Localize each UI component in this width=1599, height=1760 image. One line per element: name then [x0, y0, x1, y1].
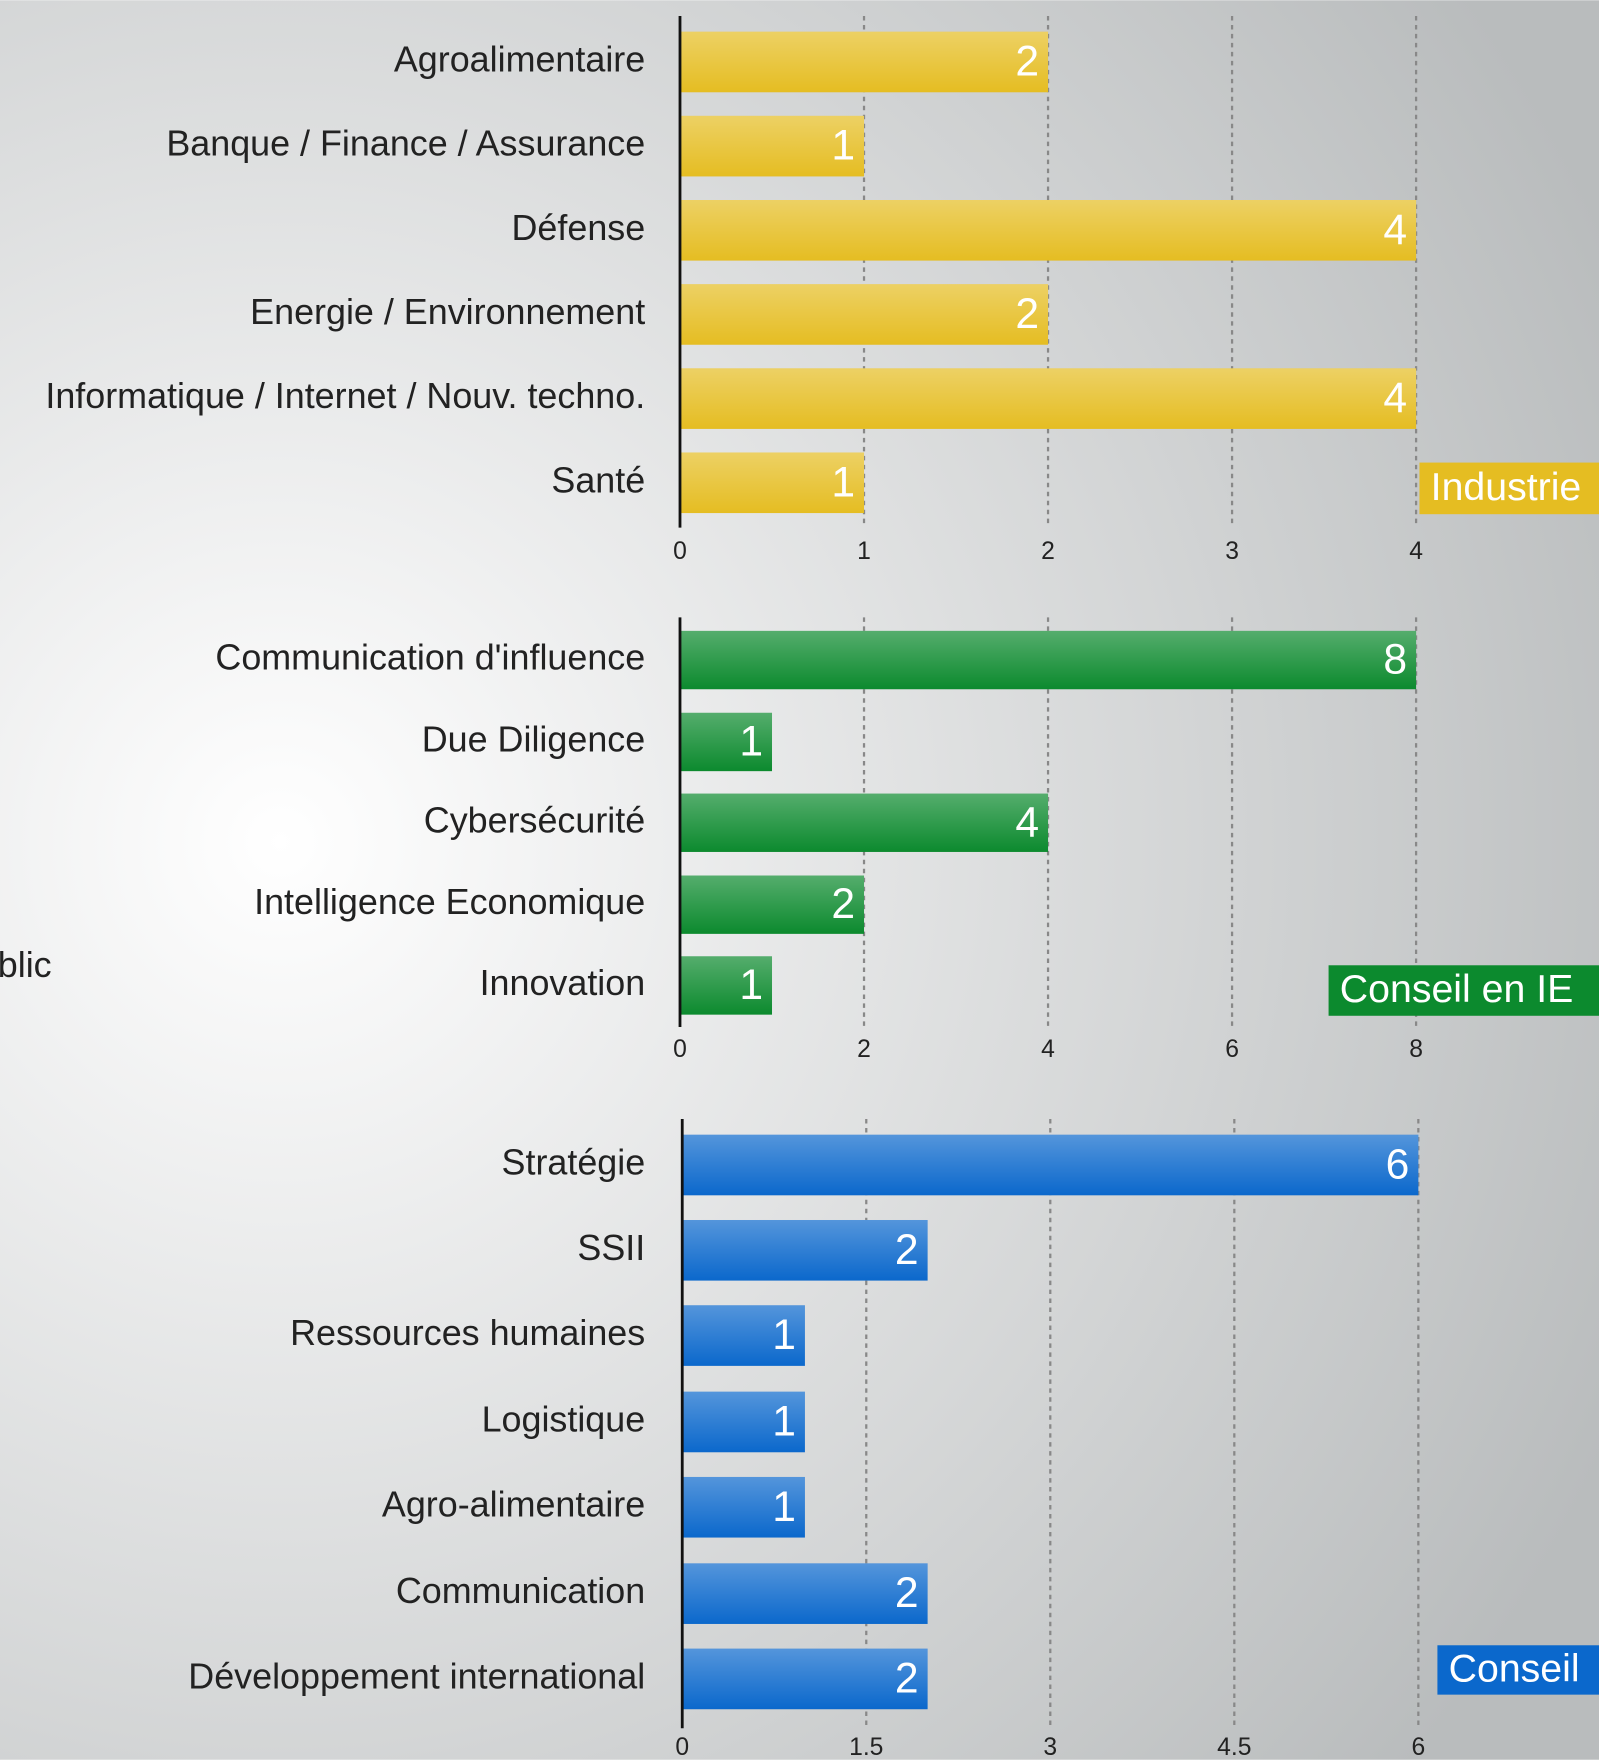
- value-label: 2: [1015, 37, 1039, 85]
- x-tick-label: 2: [1041, 538, 1055, 565]
- category-label: Communication: [396, 1571, 645, 1611]
- category-label: Communication d'influence: [215, 638, 645, 678]
- series-label-box: [1328, 965, 1599, 1016]
- bar-shine: [682, 1391, 805, 1453]
- bar-shine: [679, 956, 773, 1015]
- bar-shine: [679, 284, 1049, 345]
- category-label: SSII: [577, 1228, 645, 1268]
- value-label: 4: [1383, 374, 1407, 422]
- value-label: 2: [895, 1226, 919, 1274]
- bar-shine: [679, 793, 1049, 852]
- value-label: 1: [772, 1311, 796, 1359]
- cut-off-text: blic: [0, 945, 52, 985]
- x-tick-label: 3: [1225, 538, 1239, 565]
- category-label: Informatique / Internet / Nouv. techno.: [45, 376, 645, 416]
- category-label: Logistique: [482, 1399, 646, 1439]
- bar-shine: [682, 1648, 928, 1710]
- bar-shine: [682, 1134, 1419, 1196]
- bar-shine: [679, 200, 1417, 261]
- x-tick-label: 8: [1409, 1036, 1423, 1063]
- x-tick-label: 3: [1043, 1734, 1057, 1760]
- x-tick-label: 4.5: [1217, 1734, 1251, 1760]
- category-label: Agro-alimentaire: [382, 1485, 645, 1525]
- bar-shine: [679, 31, 1049, 93]
- category-label: Due Diligence: [422, 719, 645, 759]
- category-label: Banque / Finance / Assurance: [166, 124, 645, 164]
- category-label: Energie / Environnement: [250, 292, 645, 332]
- x-tick-label: 0: [673, 538, 687, 565]
- category-label: Stratégie: [502, 1142, 646, 1182]
- x-tick-label: 2: [857, 1036, 871, 1063]
- value-label: 6: [1386, 1141, 1410, 1189]
- category-label: Agroalimentaire: [394, 39, 645, 79]
- value-label: 1: [772, 1483, 796, 1531]
- series-label-box: [1437, 1645, 1599, 1695]
- value-label: 1: [831, 458, 855, 506]
- x-tick-label: 6: [1225, 1036, 1239, 1063]
- value-label: 2: [895, 1654, 919, 1702]
- bar-shine: [682, 1476, 805, 1538]
- bar-shine: [679, 115, 865, 177]
- series-label: Industrie: [1431, 465, 1582, 509]
- bar-shine: [679, 452, 865, 514]
- x-tick-label: 4: [1409, 538, 1423, 565]
- bar-shine: [679, 368, 1417, 429]
- category-label: Ressources humaines: [290, 1313, 645, 1353]
- value-label: 4: [1383, 206, 1407, 254]
- bar-shine: [679, 630, 1417, 690]
- x-tick-label: 1.5: [849, 1734, 883, 1760]
- bar-shine: [679, 712, 773, 772]
- x-tick-label: 6: [1411, 1734, 1425, 1760]
- value-label: 2: [1015, 290, 1039, 338]
- x-tick-label: 4: [1041, 1036, 1055, 1063]
- series-label: Conseil en IE: [1340, 967, 1574, 1011]
- category-label: Innovation: [480, 963, 646, 1003]
- bar-shine: [682, 1563, 928, 1624]
- x-tick-label: 0: [673, 1036, 687, 1063]
- bar-shine: [679, 875, 865, 934]
- bar-shine: [682, 1305, 805, 1366]
- x-tick-label: 0: [675, 1734, 689, 1760]
- bar-shine: [682, 1219, 928, 1281]
- x-tick-label: 1: [857, 538, 871, 565]
- category-label: Cybersécurité: [424, 800, 645, 840]
- value-label: 2: [895, 1569, 919, 1617]
- category-label: Défense: [512, 208, 646, 248]
- category-label: Santé: [551, 460, 645, 500]
- series-label-box: [1419, 462, 1599, 515]
- value-label: 1: [739, 717, 763, 765]
- value-label: 8: [1383, 636, 1407, 684]
- value-label: 2: [831, 880, 855, 928]
- value-label: 4: [1015, 798, 1039, 846]
- value-label: 1: [831, 122, 855, 170]
- category-label: Intelligence Economique: [254, 882, 645, 922]
- value-label: 1: [739, 961, 763, 1009]
- category-label: Développement international: [188, 1656, 645, 1696]
- series-label: Conseil: [1449, 1646, 1580, 1690]
- value-label: 1: [772, 1397, 796, 1445]
